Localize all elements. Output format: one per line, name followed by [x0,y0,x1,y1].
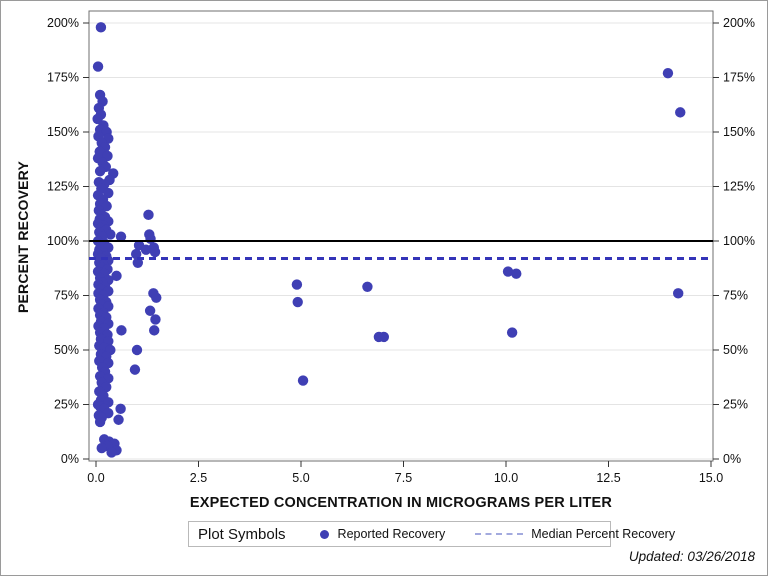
data-point [149,246,161,258]
legend-title: Plot Symbols [198,525,286,543]
data-point [675,107,686,118]
x-tick-label: 10.0 [494,471,518,485]
y-tick-label: 175% [47,71,79,85]
data-point [662,67,674,79]
data-point [362,281,373,292]
data-point [143,209,154,221]
y-tick-label-right: 0% [723,452,741,466]
legend-item-median-recovery: Median Percent Recovery [445,527,675,541]
data-point [111,270,122,282]
data-point [95,22,107,33]
data-point [144,305,156,316]
data-point [291,279,303,290]
data-point [131,344,143,356]
dot-icon [319,529,329,539]
x-tick-label: 5.0 [292,471,309,485]
y-tick-label: 125% [47,180,79,194]
y-tick-label: 100% [47,234,79,248]
y-tick-label-right: 75% [723,289,748,303]
x-tick-label: 12.5 [596,471,620,485]
y-tick-label-right: 25% [723,398,748,412]
plot-area: 0% 0% 25% 25% 50% 50% 75% 75% 100% 100% 125% 125% 15… [47,10,755,485]
plot-frame [88,10,714,462]
data-point [149,325,160,336]
x-axis-title: EXPECTED CONCENTRATION IN MICROGRAMS PER… [189,495,613,511]
y-tick-label: 75% [54,289,79,303]
y-tick-label-right: 200% [723,16,755,30]
updated-note: Updated: 03/26/2018 [628,549,755,564]
data-point [94,416,106,428]
data-point [502,266,514,277]
x-tick-label: 15.0 [699,471,723,485]
data-point [378,331,390,343]
data-point [113,414,124,425]
data-point [92,61,104,72]
x-tick-label: 2.5 [190,471,207,485]
y-tick-label: 200% [47,16,79,30]
dashed-line-icon [475,533,524,535]
data-point [106,447,117,458]
data-point [673,288,684,299]
x-tick-label: 7.5 [395,471,412,485]
data-point [140,244,152,255]
data-point [101,200,112,212]
data-point [506,327,518,338]
y-axis-title: PERCENT RECOVERY [15,160,31,314]
data-point [151,292,162,303]
data-point [132,257,144,268]
data-point [115,231,127,242]
data-point [105,229,116,240]
data-point [297,375,309,386]
y-tick-label-right: 175% [723,71,755,85]
legend-item-label: Median Percent Recovery [531,527,676,541]
y-tick-label: 25% [54,398,79,412]
y-tick-label: 150% [47,125,79,139]
y-tick-label: 50% [54,343,79,357]
y-tick-label-right: 50% [723,343,748,357]
x-tick-label: 0.0 [87,471,104,485]
data-point [96,442,107,454]
y-tick-label-right: 100% [723,234,755,248]
y-tick-label-right: 150% [723,125,755,139]
legend: Plot Symbols Reported Recovery Median Pe… [188,521,675,547]
y-tick-label: 0% [61,452,79,466]
data-point [511,268,522,279]
data-point [116,325,127,336]
legend-item-reported-recovery: Reported Recovery [319,527,446,541]
data-point [115,403,126,415]
data-point [150,314,161,325]
legend-item-label: Reported Recovery [337,527,446,541]
data-point [292,296,303,308]
y-tick-label-right: 125% [723,180,755,194]
data-point [94,166,106,177]
data-point [129,364,141,375]
data-point [130,248,142,260]
